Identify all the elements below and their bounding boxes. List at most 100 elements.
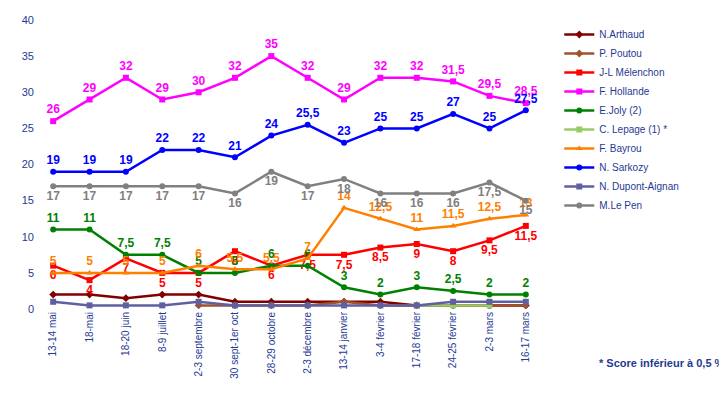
svg-text:24-25 février: 24-25 février <box>447 311 458 368</box>
svg-text:* Score inférieur à 0,5 %: * Score inférieur à 0,5 % <box>599 357 719 369</box>
svg-text:24: 24 <box>265 117 279 131</box>
svg-text:17: 17 <box>83 189 97 203</box>
svg-text:29: 29 <box>83 81 97 95</box>
svg-text:28-29 octobre: 28-29 octobre <box>266 312 277 374</box>
svg-text:7,5: 7,5 <box>299 258 316 272</box>
svg-text:4: 4 <box>86 283 93 297</box>
svg-text:6: 6 <box>268 247 275 261</box>
svg-text:25: 25 <box>483 110 497 124</box>
svg-text:29: 29 <box>156 81 170 95</box>
svg-text:31,5: 31,5 <box>441 63 465 77</box>
svg-text:17: 17 <box>156 189 170 203</box>
svg-text:32: 32 <box>119 59 133 73</box>
svg-text:17: 17 <box>192 189 206 203</box>
svg-text:11: 11 <box>83 211 96 225</box>
svg-text:N.Arthaud: N.Arthaud <box>599 29 644 40</box>
svg-text:5: 5 <box>159 254 166 268</box>
svg-text:9: 9 <box>413 247 420 261</box>
svg-text:F. Bayrou: F. Bayrou <box>599 143 641 154</box>
svg-text:32: 32 <box>374 59 388 73</box>
svg-text:12,5: 12,5 <box>369 200 393 214</box>
svg-text:J-L Mélenchon: J-L Mélenchon <box>599 67 664 78</box>
svg-text:8: 8 <box>450 254 457 268</box>
svg-text:2-3 septembre: 2-3 septembre <box>193 312 204 377</box>
svg-text:2: 2 <box>377 276 384 290</box>
svg-text:16: 16 <box>374 196 388 210</box>
svg-text:25: 25 <box>22 122 34 134</box>
svg-text:5: 5 <box>50 254 57 268</box>
svg-text:28,5: 28,5 <box>514 84 538 98</box>
svg-text:11,5: 11,5 <box>442 207 465 221</box>
svg-text:N. Dupont-Aignan: N. Dupont-Aignan <box>599 181 679 192</box>
svg-text:35: 35 <box>265 37 279 51</box>
svg-text:7: 7 <box>304 240 311 254</box>
svg-text:29: 29 <box>337 81 351 95</box>
svg-text:25: 25 <box>374 110 388 124</box>
svg-text:16: 16 <box>228 196 242 210</box>
svg-text:27: 27 <box>446 95 460 109</box>
svg-text:5: 5 <box>232 254 239 268</box>
svg-text:17: 17 <box>119 189 133 203</box>
svg-text:18-20 juin: 18-20 juin <box>120 312 131 356</box>
svg-text:19: 19 <box>83 153 97 167</box>
svg-text:6: 6 <box>304 247 311 261</box>
svg-text:22: 22 <box>192 131 206 145</box>
svg-text:25: 25 <box>410 110 424 124</box>
svg-text:5: 5 <box>159 276 166 290</box>
svg-text:23: 23 <box>337 124 351 138</box>
svg-text:7: 7 <box>123 261 130 275</box>
svg-text:16: 16 <box>446 196 460 210</box>
svg-text:35: 35 <box>22 50 34 62</box>
svg-text:F. Hollande: F. Hollande <box>599 86 649 97</box>
svg-text:2-3 décembre: 2-3 décembre <box>302 312 313 374</box>
svg-text:30 sept-1er oct: 30 sept-1er oct <box>229 312 240 379</box>
svg-text:11: 11 <box>410 211 423 225</box>
svg-text:2,5: 2,5 <box>445 272 462 286</box>
svg-text:5: 5 <box>28 267 34 279</box>
svg-text:19: 19 <box>47 153 61 167</box>
svg-text:16: 16 <box>410 196 424 210</box>
svg-text:5,5: 5,5 <box>263 251 280 265</box>
svg-text:5,5: 5,5 <box>227 251 244 265</box>
svg-text:N. Sarkozy: N. Sarkozy <box>599 162 648 173</box>
svg-text:13-14 janvier: 13-14 janvier <box>338 311 349 369</box>
svg-text:M.Le Pen: M.Le Pen <box>599 200 642 211</box>
svg-text:26: 26 <box>47 102 61 116</box>
svg-text:13-14 mai: 13-14 mai <box>47 312 58 356</box>
svg-text:5: 5 <box>195 254 202 268</box>
svg-text:15: 15 <box>519 203 533 217</box>
svg-text:11,5: 11,5 <box>514 229 537 243</box>
svg-text:17-18 février: 17-18 février <box>411 311 422 368</box>
svg-text:6: 6 <box>268 268 275 282</box>
svg-text:7,5: 7,5 <box>336 258 353 272</box>
svg-text:8,5: 8,5 <box>372 250 389 264</box>
svg-text:16-17 mars: 16-17 mars <box>520 312 531 363</box>
svg-text:19: 19 <box>265 174 279 188</box>
svg-text:32: 32 <box>301 59 315 73</box>
svg-text:30: 30 <box>192 74 206 88</box>
svg-text:C. Lepage (1) *: C. Lepage (1) * <box>599 124 667 135</box>
svg-text:2-3 mars: 2-3 mars <box>484 312 495 351</box>
svg-text:8-9 juillet: 8-9 juillet <box>157 312 168 352</box>
svg-text:8: 8 <box>232 254 239 268</box>
svg-text:22: 22 <box>156 131 170 145</box>
svg-text:6: 6 <box>50 268 57 282</box>
svg-text:20: 20 <box>22 158 34 170</box>
svg-text:5: 5 <box>86 254 93 268</box>
svg-text:11: 11 <box>47 211 60 225</box>
svg-text:32: 32 <box>410 59 424 73</box>
svg-text:25,5: 25,5 <box>296 106 320 120</box>
svg-text:32: 32 <box>228 59 242 73</box>
svg-text:6: 6 <box>195 247 202 261</box>
svg-text:9,5: 9,5 <box>481 243 498 257</box>
svg-text:3-4 février: 3-4 février <box>375 311 386 357</box>
svg-text:5: 5 <box>123 254 130 268</box>
svg-text:18: 18 <box>337 182 351 196</box>
svg-text:15: 15 <box>22 194 34 206</box>
svg-text:2: 2 <box>522 276 529 290</box>
svg-text:19: 19 <box>119 153 133 167</box>
svg-text:5: 5 <box>195 276 202 290</box>
svg-text:7,5: 7,5 <box>154 236 171 250</box>
svg-text:27,5: 27,5 <box>514 92 538 106</box>
svg-text:P. Poutou: P. Poutou <box>599 48 642 59</box>
